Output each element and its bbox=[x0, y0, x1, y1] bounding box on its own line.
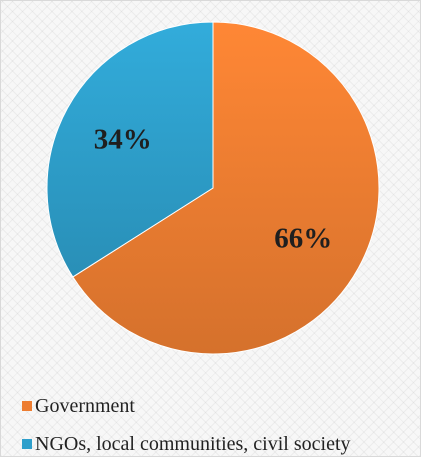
pie-slices bbox=[46, 21, 380, 355]
legend-item-government: Government bbox=[22, 394, 351, 418]
legend-swatch-government bbox=[22, 401, 32, 411]
legend: Government NGOs, local communities, civi… bbox=[22, 394, 351, 470]
slice-label-government: 66% bbox=[274, 223, 332, 255]
slice-labels: 66% 34% bbox=[94, 123, 332, 254]
legend-label-government: Government bbox=[35, 394, 135, 417]
pie-chart: 66% 34% bbox=[46, 21, 380, 355]
pie-slice-government bbox=[72, 21, 380, 355]
slice-label-ngos: 34% bbox=[94, 123, 152, 155]
pie-slice-ngos bbox=[46, 21, 214, 278]
legend-label-ngos: NGOs, local communities, civil society bbox=[35, 432, 351, 455]
legend-item-ngos: NGOs, local communities, civil society bbox=[22, 432, 351, 456]
legend-swatch-ngos bbox=[22, 439, 32, 449]
chart-frame: 66% 34% Government NGOs, local communitie… bbox=[0, 0, 421, 457]
